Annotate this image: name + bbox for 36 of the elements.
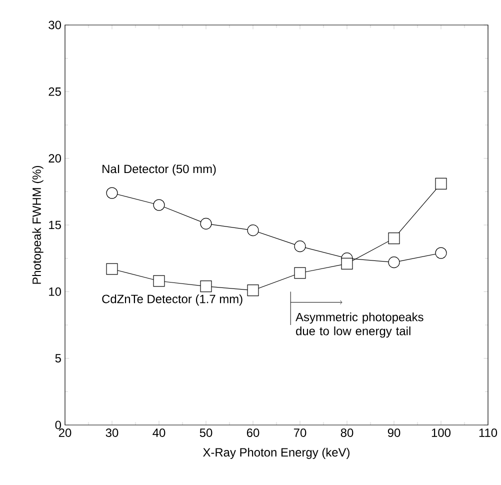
y-tick-label: 5 [55, 354, 61, 362]
x-axis-title: X-Ray Photon Energy (keV) [203, 448, 350, 459]
y-tick-label: 25 [48, 87, 61, 96]
point [247, 224, 259, 236]
point [153, 199, 165, 211]
point [294, 267, 306, 279]
x-tick-label: 50 [200, 428, 212, 437]
series-label: NaI Detector (50 mm) [102, 164, 216, 176]
y-axis-title: Photopeak FWHM (%) [32, 166, 44, 284]
y-tick-label: 30 [48, 20, 62, 30]
point [435, 247, 447, 259]
point [200, 218, 212, 230]
y-tick-label: 20 [48, 154, 62, 163]
point [388, 256, 400, 268]
point [106, 263, 118, 275]
x-tick-label: 70 [294, 428, 306, 437]
point [294, 240, 306, 252]
x-tick-label: 90 [388, 428, 400, 437]
point [435, 178, 447, 190]
annotation: Asymmetric photopeaks due to low energy tail [296, 312, 424, 338]
x-tick-label: 110 [479, 428, 498, 437]
y-tick-label: 10 [49, 287, 62, 296]
point [200, 280, 212, 292]
x-tick-label: 30 [106, 428, 118, 437]
point [341, 258, 353, 270]
point [106, 187, 118, 199]
series-label: CdZnTe Detector (1.7 mm) [102, 294, 242, 306]
point [247, 284, 259, 296]
point [153, 275, 165, 287]
x-tick-label: 80 [340, 428, 354, 437]
x-tick-label: 60 [246, 428, 260, 437]
x-tick-label: 40 [152, 428, 166, 437]
point [388, 232, 400, 244]
y-tick-label: 15 [49, 220, 61, 230]
y-tick-label: 0 [55, 420, 62, 430]
x-tick-label: 100 [432, 428, 451, 437]
